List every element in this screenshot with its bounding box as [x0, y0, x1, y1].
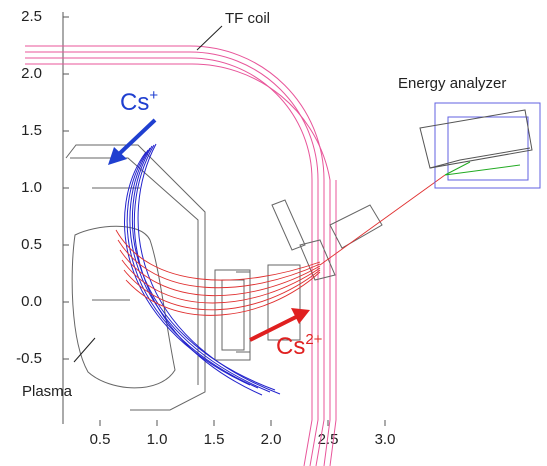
- x-tick-label: 3.0: [375, 431, 396, 448]
- plasma-label: Plasma: [22, 383, 73, 400]
- energy-analyzer-box: [420, 103, 540, 188]
- cs-2plus-label: Cs2+: [276, 331, 323, 360]
- cs-sup: 2+: [305, 331, 322, 348]
- y-tick-label: 0.5: [21, 236, 42, 253]
- tf-pointer: [197, 26, 222, 50]
- y-tick-label: 2.0: [21, 65, 42, 82]
- x-tick-label: 0.5: [90, 431, 111, 448]
- x-tick-label: 2.0: [261, 431, 282, 448]
- analyzer-label: Energy analyzer: [398, 75, 506, 92]
- x-tick-label: 1.5: [204, 431, 225, 448]
- cs-plus-label: Cs+: [120, 87, 158, 116]
- x-tick-label: 1.0: [147, 431, 168, 448]
- tf-coil: [25, 46, 336, 466]
- y-tick-label: 0.0: [21, 293, 42, 310]
- cs-plus-trajectories: [125, 144, 280, 395]
- diagram: 0.51.01.52.02.53.02.52.01.51.00.50.0-0.5: [0, 0, 547, 466]
- cs-sup: +: [149, 87, 158, 104]
- y-tick-label: -0.5: [16, 350, 42, 367]
- cs-2plus-trajectories: [116, 175, 445, 315]
- tf-coil-label: TF coil: [225, 10, 270, 27]
- y-tick-label: 1.0: [21, 179, 42, 196]
- y-tick-label: 2.5: [21, 8, 42, 25]
- cs-base: Cs: [276, 333, 305, 360]
- cs-base: Cs: [120, 89, 149, 116]
- y-tick-label: 1.5: [21, 122, 42, 139]
